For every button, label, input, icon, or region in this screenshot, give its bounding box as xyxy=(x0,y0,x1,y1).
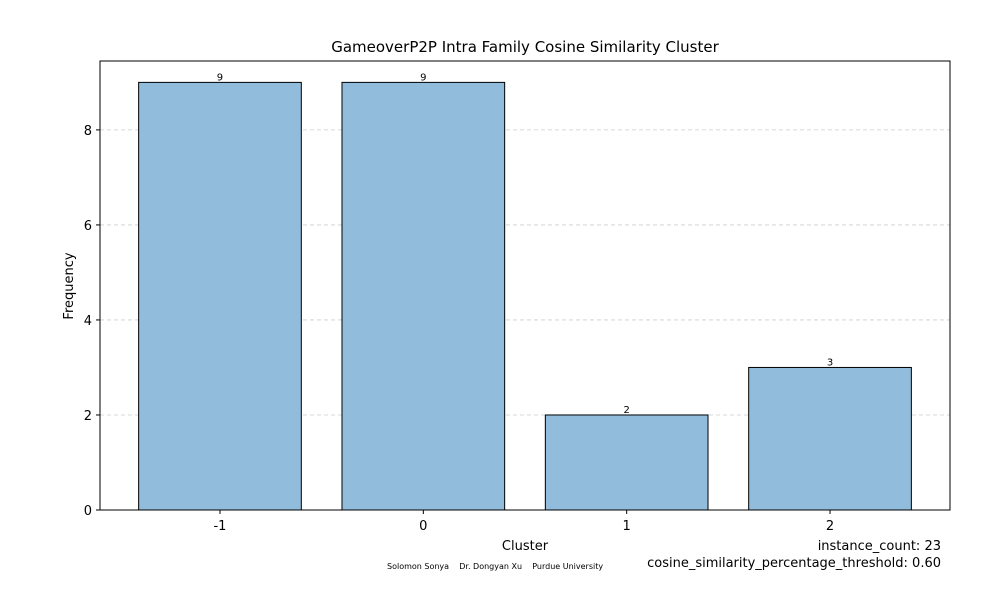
y-tick-label: 0 xyxy=(84,504,92,519)
data-label: 9 xyxy=(420,72,426,83)
y-axis-label: Frequency xyxy=(62,252,77,319)
data-label: 9 xyxy=(217,72,223,83)
data-label: 2 xyxy=(623,405,629,416)
x-tick-label: 2 xyxy=(826,519,834,534)
x-tick-label: 0 xyxy=(419,519,427,534)
x-axis-ticks: -1 0 1 2 xyxy=(213,510,834,534)
threshold-text: cosine_similarity_percentage_threshold: … xyxy=(647,556,941,571)
chart-title: GameoverP2P Intra Family Cosine Similari… xyxy=(331,38,719,56)
y-axis-ticks: 0 2 4 6 8 xyxy=(84,124,100,519)
credit-university: Purdue University xyxy=(532,562,604,571)
y-tick-label: 8 xyxy=(84,124,92,139)
bar--1 xyxy=(138,81,302,511)
bar-2 xyxy=(748,366,912,511)
credits-line: Solomon Sonya Dr. Dongyan Xu Purdue Univ… xyxy=(387,562,603,571)
bar-1 xyxy=(544,414,709,511)
x-axis-label: Cluster xyxy=(502,539,549,554)
bar-0 xyxy=(341,81,506,511)
instance-count-text: instance_count: 23 xyxy=(817,539,941,554)
data-labels: 9 9 2 3 xyxy=(217,72,833,416)
y-tick-label: 2 xyxy=(84,409,92,424)
data-label: 3 xyxy=(827,357,833,368)
credit-advisor: Dr. Dongyan Xu xyxy=(459,562,523,571)
y-tick-label: 4 xyxy=(84,314,92,329)
x-tick-label: -1 xyxy=(213,519,226,534)
y-tick-label: 6 xyxy=(84,219,92,234)
x-tick-label: 1 xyxy=(623,519,631,534)
credit-author: Solomon Sonya xyxy=(387,562,450,571)
plot-frame xyxy=(99,60,951,511)
bars xyxy=(138,81,912,511)
